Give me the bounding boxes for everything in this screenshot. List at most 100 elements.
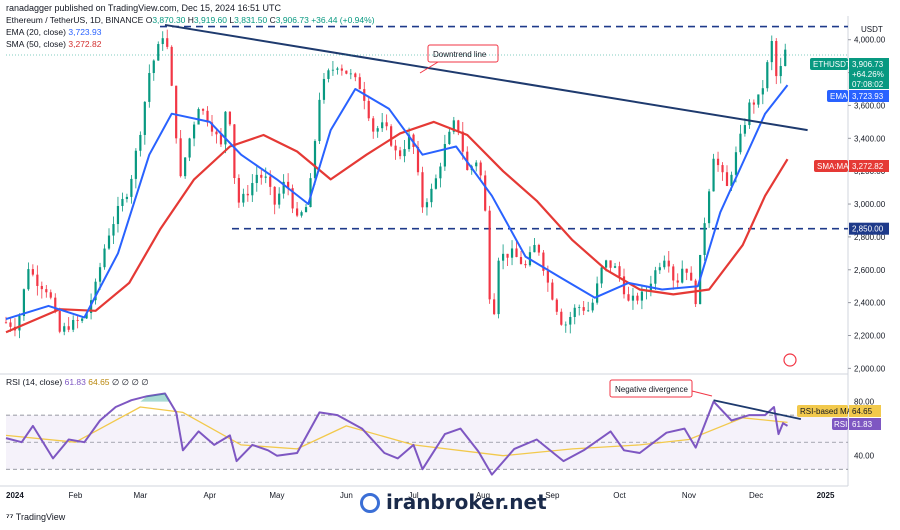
candle-body: [421, 172, 424, 208]
candle-body: [596, 283, 599, 303]
candle-body: [228, 111, 232, 125]
ema-legend-value: 3,723.93: [68, 27, 102, 37]
watermark: iranbroker.net: [360, 490, 547, 514]
candle-body: [569, 316, 572, 325]
candle-body: [430, 188, 433, 203]
tradingview-brand[interactable]: ⁷⁷ TradingView: [6, 512, 65, 522]
candle-body: [206, 110, 209, 123]
price-tick-label: 2,200.00: [854, 331, 886, 340]
ema-badge-tag: [827, 90, 848, 102]
candle-body: [672, 266, 675, 281]
candle-body: [690, 272, 693, 281]
candle-body: [394, 145, 397, 151]
candle-body: [779, 66, 782, 77]
candle-body: [309, 178, 312, 208]
rsi-legend-label: RSI (14, close): [6, 377, 63, 387]
candle-body: [336, 68, 339, 70]
time-tick-label: Nov: [682, 491, 696, 500]
candle-body: [134, 150, 137, 179]
candle-body: [125, 196, 129, 199]
rsi-badge-tag-label: RSI: [834, 420, 847, 429]
symbol-legend: Ethereum / TetherUS, 1D, BINANCE O3,870.…: [6, 15, 375, 25]
candle-body: [179, 138, 182, 177]
candle-body: [255, 174, 258, 184]
candle-body: [251, 183, 254, 196]
rsi-tick-label: 40.00: [854, 452, 875, 461]
rsi-tick-label: 80.00: [854, 398, 875, 407]
candle-body: [340, 68, 343, 71]
candle-body: [116, 205, 120, 225]
candle-body: [376, 128, 379, 132]
candle-body: [130, 178, 133, 197]
candle-body: [31, 269, 34, 275]
symbol-badge: [810, 58, 848, 70]
high-value: 3,919.60: [193, 15, 228, 25]
price-tick-label: 2,400.00: [854, 299, 886, 308]
candle-body: [372, 118, 375, 132]
candle-body: [327, 70, 330, 79]
candle-body: [609, 260, 612, 268]
rsi-legend[interactable]: RSI (14, close) 61.83 64.65 ∅ ∅ ∅ ∅: [6, 377, 149, 388]
low-value: 3,831.50: [234, 15, 268, 25]
time-tick-label: Oct: [613, 491, 626, 500]
candle-body: [103, 248, 106, 268]
candle-body: [784, 49, 787, 67]
candle-body: [716, 158, 720, 166]
candle-body: [667, 260, 670, 267]
candle-body: [273, 186, 276, 205]
candle-body: [752, 102, 755, 105]
candle-body: [425, 202, 429, 208]
candle-body: [219, 134, 223, 145]
candle-body: [300, 212, 303, 216]
candle-body: [560, 311, 563, 325]
candle-body: [443, 144, 446, 167]
candle-body: [81, 318, 84, 321]
ema-legend[interactable]: EMA (20, close) 3,723.93: [6, 27, 101, 37]
tradingview-brand-text: TradingView: [15, 512, 66, 522]
candle-body: [524, 263, 527, 266]
candle-body: [604, 260, 608, 268]
candle-body: [484, 175, 487, 211]
downtrend-callout-pointer: [419, 61, 439, 74]
candle-body: [304, 207, 308, 213]
sma-legend[interactable]: SMA (50, close) 3,272.82: [6, 39, 101, 49]
candle-body: [224, 111, 227, 145]
candle-body: [506, 253, 509, 258]
candle-body: [416, 146, 420, 173]
time-tick-label: 2025: [817, 491, 835, 500]
candle-body: [457, 120, 460, 132]
rsi-line: [5, 392, 789, 476]
candle-body: [4, 322, 8, 324]
candle-body: [546, 270, 549, 283]
candle-body: [45, 289, 48, 293]
price-tick-label: 3,400.00: [854, 134, 886, 143]
candle-body: [354, 73, 357, 78]
candle-body: [766, 62, 769, 89]
rsi-legend-ma: 64.65: [88, 377, 110, 387]
candle-body: [367, 100, 370, 119]
ema-badge-tag-label: EMA: [830, 92, 848, 101]
divergence-callout-pointer: [691, 390, 713, 397]
candle-body: [260, 174, 263, 178]
time-tick-label: May: [269, 491, 284, 500]
candle-body: [703, 223, 706, 255]
candle-body: [775, 40, 778, 77]
candle-body: [278, 193, 281, 205]
candle-body: [551, 282, 554, 300]
candle-body: [533, 244, 536, 253]
candle-body: [192, 124, 196, 139]
ema-legend-label: EMA (20, close): [6, 27, 66, 37]
candle-body: [197, 109, 200, 125]
candle-body: [94, 281, 97, 301]
rsi-badge-value: 61.83: [852, 420, 873, 429]
ema-badge: [849, 90, 889, 102]
time-tick-label: Sep: [545, 491, 560, 500]
candle-body: [107, 235, 111, 249]
rsi-ma-badge: [849, 405, 881, 417]
candle-body: [157, 44, 160, 61]
sma-badge-tag: [814, 160, 848, 172]
candle-body: [743, 125, 747, 134]
rsi-badge: [849, 418, 881, 430]
candle-body: [663, 260, 666, 268]
